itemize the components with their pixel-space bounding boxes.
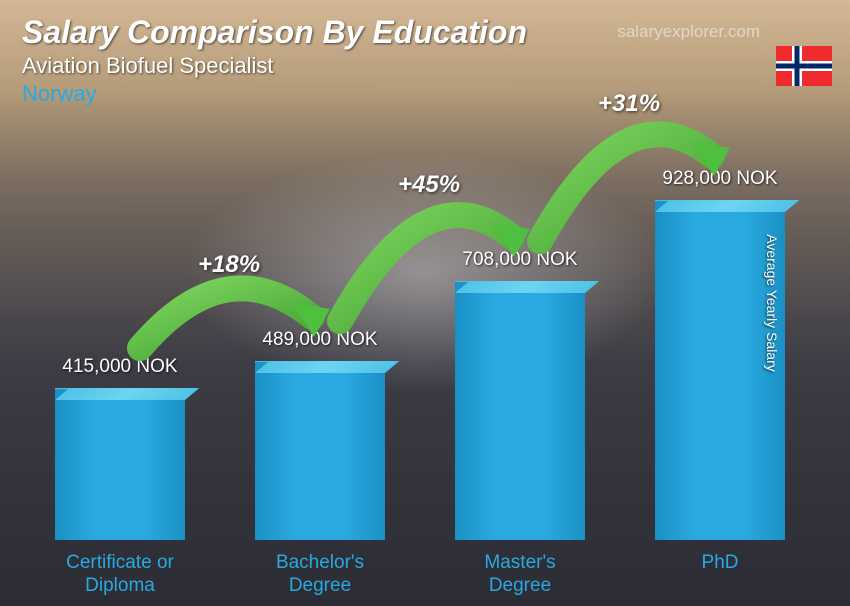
- chart-country: Norway: [22, 81, 527, 107]
- bar-front-face: [255, 361, 385, 540]
- bar-value-label: 489,000 NOK: [262, 329, 377, 351]
- bar-value-label: 928,000 NOK: [662, 168, 777, 190]
- bar-group: 415,000 NOK: [40, 356, 200, 540]
- chart-area: 415,000 NOK 489,000 NOK 708,000 NOK 928,000…: [40, 140, 800, 540]
- category-label: Master'sDegree: [440, 552, 600, 598]
- bar: [55, 388, 185, 540]
- norway-flag-icon: [776, 46, 832, 86]
- bar-group: 489,000 NOK: [240, 329, 400, 540]
- bar-front-face: [455, 281, 585, 540]
- y-axis-label: Average Yearly Salary: [763, 234, 779, 372]
- header: Salary Comparison By Education Aviation …: [22, 14, 527, 107]
- bar-value-label: 415,000 NOK: [62, 356, 177, 378]
- bar-top-face: [255, 361, 399, 373]
- category-label: Bachelor'sDegree: [240, 552, 400, 598]
- bar-group: 708,000 NOK: [440, 249, 600, 540]
- increase-pct-label: +18%: [198, 251, 260, 279]
- increase-pct-label: +45%: [398, 171, 460, 199]
- category-label: PhD: [640, 552, 800, 598]
- category-label: Certificate orDiploma: [40, 552, 200, 598]
- chart-title: Salary Comparison By Education: [22, 14, 527, 51]
- x-axis-labels: Certificate orDiploma Bachelor'sDegree Mas…: [40, 552, 800, 598]
- bar: [455, 281, 585, 540]
- bar-top-face: [55, 388, 199, 400]
- bar-front-face: [55, 388, 185, 540]
- bar-top-face: [655, 200, 799, 212]
- watermark-text: salaryexplorer.com: [617, 22, 760, 42]
- bar-top-face: [455, 281, 599, 293]
- bar-value-label: 708,000 NOK: [462, 249, 577, 271]
- chart-subtitle: Aviation Biofuel Specialist: [22, 53, 527, 79]
- increase-pct-label: +31%: [598, 90, 660, 118]
- bar: [255, 361, 385, 540]
